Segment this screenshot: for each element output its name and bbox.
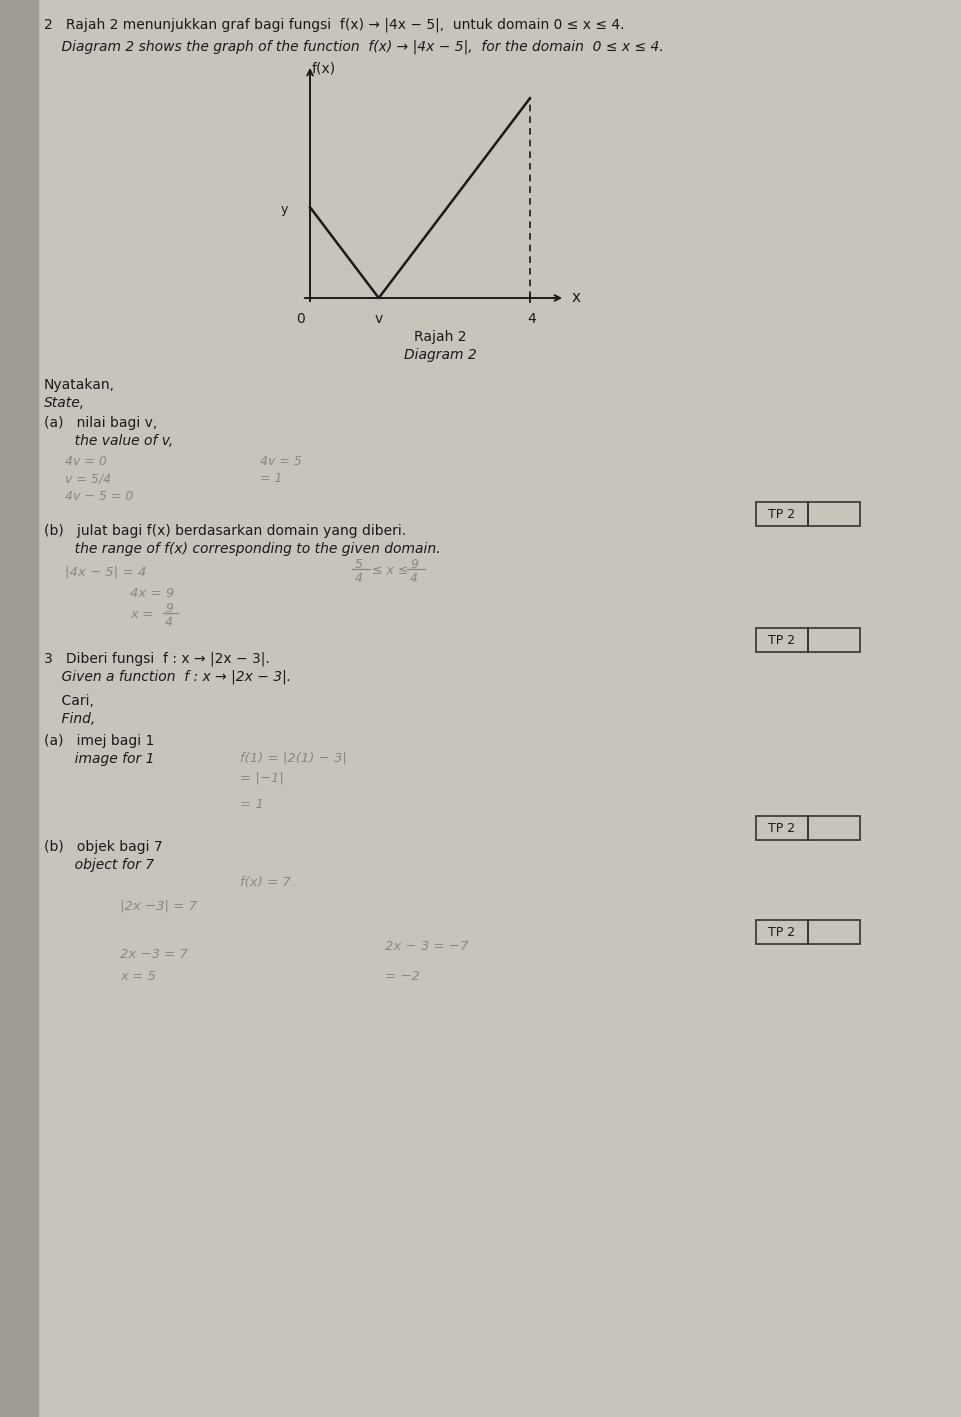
Text: 4: 4 xyxy=(165,616,173,629)
Text: (b)   julat bagi f(x) berdasarkan domain yang diberi.: (b) julat bagi f(x) berdasarkan domain y… xyxy=(44,524,407,538)
Text: = 1: = 1 xyxy=(260,472,283,485)
Text: (a)   nilai bagi v,: (a) nilai bagi v, xyxy=(44,417,158,429)
Text: Given a function  f : x → |2x − 3|.: Given a function f : x → |2x − 3|. xyxy=(44,670,291,684)
Bar xyxy=(0,0,38,1417)
Text: the value of v,: the value of v, xyxy=(44,434,173,448)
Text: x =: x = xyxy=(130,608,153,621)
Text: x = 5: x = 5 xyxy=(120,971,156,983)
Text: 4x = 9: 4x = 9 xyxy=(130,587,174,599)
Text: 4v = 5: 4v = 5 xyxy=(260,455,302,468)
Text: f(x) = 7: f(x) = 7 xyxy=(240,876,291,888)
Bar xyxy=(808,816,860,840)
Text: 9: 9 xyxy=(410,558,418,571)
Text: 4: 4 xyxy=(528,312,536,326)
Text: Diagram 2: Diagram 2 xyxy=(404,349,477,361)
Text: 4v = 0: 4v = 0 xyxy=(65,455,107,468)
Text: |2x −3| = 7: |2x −3| = 7 xyxy=(120,900,197,913)
Text: v = 5/4: v = 5/4 xyxy=(65,472,111,485)
Text: 2x − 3 = −7: 2x − 3 = −7 xyxy=(385,939,468,954)
Text: 2x −3 = 7: 2x −3 = 7 xyxy=(120,948,188,961)
Text: (a)   imej bagi 1: (a) imej bagi 1 xyxy=(44,734,155,748)
Text: y: y xyxy=(281,203,288,215)
Text: object for 7: object for 7 xyxy=(44,859,154,871)
Text: (b)   objek bagi 7: (b) objek bagi 7 xyxy=(44,840,162,854)
Text: |4x − 5| = 4: |4x − 5| = 4 xyxy=(65,565,146,580)
Bar xyxy=(808,920,860,944)
Text: 9: 9 xyxy=(165,602,173,615)
Text: Rajah 2: Rajah 2 xyxy=(414,330,466,344)
Text: = 1: = 1 xyxy=(240,798,263,811)
Bar xyxy=(808,502,860,526)
Text: 4: 4 xyxy=(355,572,363,585)
Text: the range of f(x) corresponding to the given domain.: the range of f(x) corresponding to the g… xyxy=(44,541,440,555)
Text: Cari,: Cari, xyxy=(44,694,94,708)
Bar xyxy=(756,816,808,840)
Bar xyxy=(808,628,860,652)
Text: TP 2: TP 2 xyxy=(769,633,796,646)
Text: Nyatakan,: Nyatakan, xyxy=(44,378,115,393)
Bar xyxy=(756,628,808,652)
Text: f(x): f(x) xyxy=(312,62,336,77)
Text: 4v − 5 = 0: 4v − 5 = 0 xyxy=(65,490,134,503)
Text: 2   Rajah 2 menunjukkan graf bagi fungsi  f(x) → |4x − 5|,  untuk domain 0 ≤ x ≤: 2 Rajah 2 menunjukkan graf bagi fungsi f… xyxy=(44,18,625,33)
Text: 0: 0 xyxy=(296,312,305,326)
Text: v: v xyxy=(375,312,382,326)
Text: Find,: Find, xyxy=(44,711,95,726)
Text: ≤ x ≤: ≤ x ≤ xyxy=(372,564,408,577)
Text: TP 2: TP 2 xyxy=(769,507,796,520)
Text: TP 2: TP 2 xyxy=(769,822,796,835)
Text: f(1) = |2(1) − 3|: f(1) = |2(1) − 3| xyxy=(240,752,347,765)
Text: 5: 5 xyxy=(355,558,363,571)
Text: = −2: = −2 xyxy=(385,971,420,983)
Text: Diagram 2 shows the graph of the function  f(x) → |4x − 5|,  for the domain  0 ≤: Diagram 2 shows the graph of the functio… xyxy=(44,40,664,54)
Bar xyxy=(756,920,808,944)
Text: TP 2: TP 2 xyxy=(769,925,796,938)
Text: 4: 4 xyxy=(410,572,418,585)
Text: 3   Diberi fungsi  f : x → |2x − 3|.: 3 Diberi fungsi f : x → |2x − 3|. xyxy=(44,652,270,666)
Text: State,: State, xyxy=(44,395,86,410)
Text: image for 1: image for 1 xyxy=(44,752,155,767)
Text: x: x xyxy=(572,289,581,305)
Bar xyxy=(756,502,808,526)
Text: = |−1|: = |−1| xyxy=(240,772,283,785)
